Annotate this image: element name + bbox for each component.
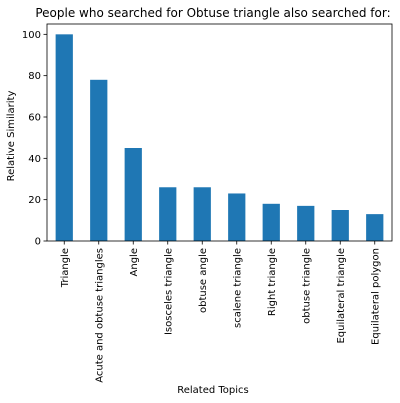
y-tick-label: 40 [28, 154, 41, 165]
bar-9 [331, 210, 349, 241]
x-tick-label: Equilateral triangle [336, 248, 347, 344]
x-axis: Triangle Acute and obtuse triangles Angle I… [60, 241, 381, 383]
x-tick-label: obtuse triangle [301, 248, 312, 324]
y-tick-label: 60 [28, 113, 41, 124]
x-tick-label: Isosceles triangle [163, 248, 174, 335]
bar-10 [366, 214, 384, 241]
bars-group [55, 34, 384, 242]
bar-1 [55, 34, 73, 242]
x-axis-title: Related Topics [177, 385, 249, 396]
bar-6 [228, 193, 246, 241]
x-tick-label: Triangle [60, 248, 71, 288]
y-tick-label: 20 [28, 195, 41, 206]
chart-title: People who searched for Obtuse triangle … [35, 6, 390, 20]
y-tick-label: 0 [35, 237, 41, 248]
y-tick-label: 100 [22, 30, 41, 41]
y-axis: 0 20 40 60 80 100 [22, 30, 47, 248]
x-tick-label: obtuse angle [198, 248, 209, 313]
bar-7 [262, 203, 280, 241]
plot-frame [46, 23, 393, 242]
bar-8 [297, 205, 315, 241]
x-tick-label: Equilateral polygon [370, 248, 381, 345]
bar-5 [193, 187, 211, 241]
y-tick-label: 80 [28, 71, 41, 82]
x-tick-label: scalene triangle [232, 248, 243, 328]
y-axis-title: Relative Similarity [6, 91, 17, 182]
x-tick-label: Angle [129, 248, 140, 276]
bar-3 [124, 148, 142, 241]
bar-2 [90, 79, 108, 241]
bar-4 [159, 187, 177, 241]
x-tick-label: Acute and obtuse triangles [94, 248, 105, 383]
x-tick-label: Right triangle [267, 248, 278, 316]
